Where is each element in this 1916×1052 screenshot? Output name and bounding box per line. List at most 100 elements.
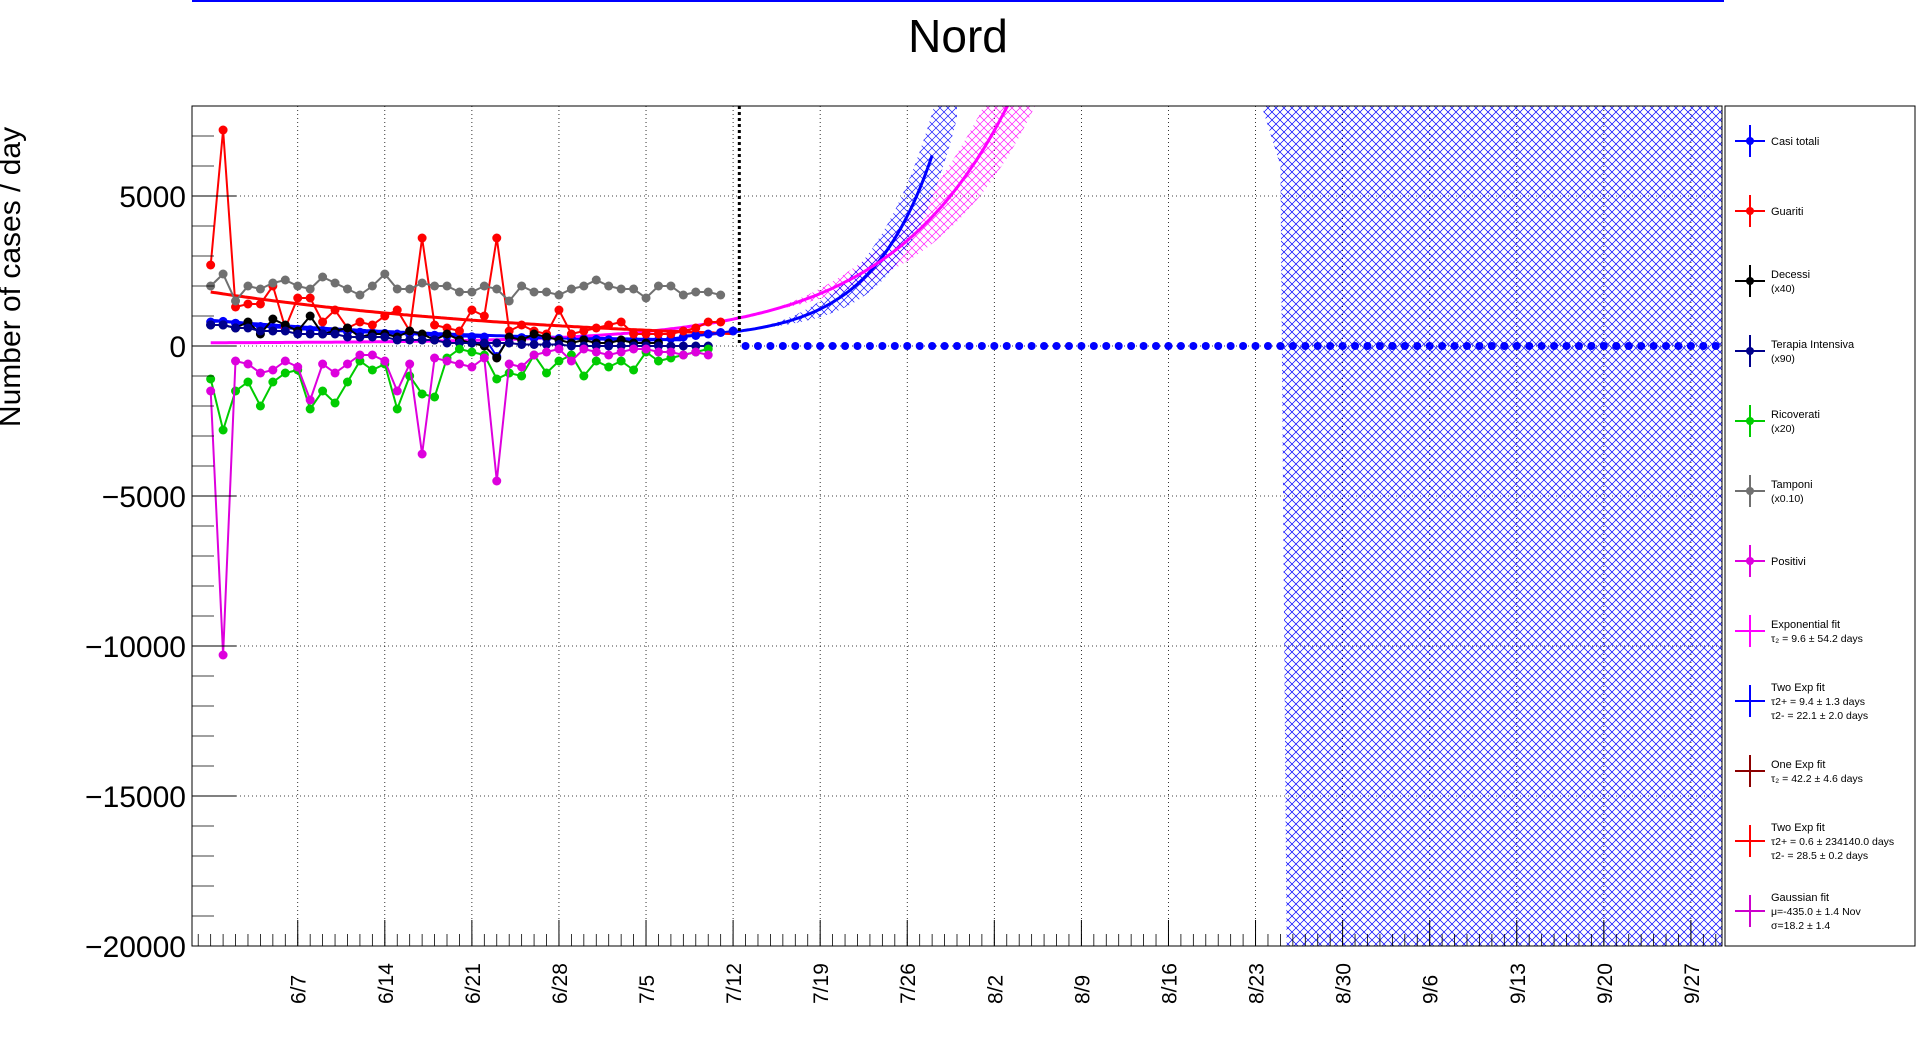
projection-point: [1574, 342, 1583, 350]
series-point: [616, 356, 626, 366]
x-tick-label: 8/30: [1333, 963, 1356, 1004]
series-point: [579, 344, 589, 354]
x-tick-label: 6/7: [288, 975, 311, 1004]
projection-point: [940, 342, 949, 350]
legend-marker: [1746, 417, 1754, 425]
series-point: [405, 326, 415, 336]
series-point: [604, 362, 614, 372]
legend-sublabel: τ2- = 22.1 ± 2.0 days: [1771, 710, 1868, 722]
projection-point: [1637, 342, 1646, 350]
series-point: [255, 368, 265, 378]
projection-point: [1711, 342, 1720, 350]
series-point: [231, 323, 241, 333]
legend-marker: [1746, 277, 1754, 285]
series-point: [392, 284, 402, 294]
projection-point: [903, 342, 912, 350]
series-point: [641, 344, 651, 354]
two-exp-fit-band: [733, 106, 957, 332]
legend-sublabel: τ₂ = 9.6 ± 54.2 days: [1771, 633, 1863, 645]
y-tick-label: −5000: [102, 481, 186, 514]
series-point: [641, 329, 651, 339]
series-point: [293, 293, 303, 303]
series-point: [529, 350, 539, 360]
projection-point: [1064, 342, 1073, 350]
legend-sublabel: τ2+ = 0.6 ± 234140.0 days: [1771, 836, 1894, 848]
series-point: [566, 284, 576, 294]
series-point: [417, 449, 427, 459]
projection-point: [1164, 342, 1173, 350]
series-point: [554, 305, 564, 315]
legend-marker: [1746, 487, 1754, 495]
projection-point: [1263, 342, 1272, 350]
series-point: [392, 386, 402, 396]
series-point: [305, 404, 315, 414]
projection-point: [1239, 342, 1248, 350]
projection-point: [1015, 342, 1024, 350]
projection-point: [1326, 342, 1335, 350]
projection-point: [865, 342, 874, 350]
series-point: [231, 386, 241, 396]
projection-point: [1500, 342, 1509, 350]
legend-entry: Exponential fit τ₂ = 9.6 ± 54.2 days: [1735, 615, 1863, 647]
projection-point: [1089, 342, 1098, 350]
series-point: [517, 340, 527, 349]
projection-point: [1251, 342, 1260, 350]
series-point: [467, 332, 477, 342]
series-point: [305, 395, 315, 405]
projection-point: [816, 342, 825, 350]
series-point: [243, 323, 253, 333]
exponential-fit-band: [733, 106, 1036, 320]
legend-label: Guariti: [1771, 206, 1803, 218]
legend-entry: Decessi (x40): [1735, 265, 1810, 297]
y-tick-label: −20000: [85, 931, 186, 964]
series-point: [330, 278, 340, 288]
series-point: [467, 305, 477, 315]
series-point: [629, 284, 639, 294]
series-point: [641, 293, 651, 303]
series-point: [691, 287, 701, 297]
series-point: [442, 338, 452, 348]
series-point: [467, 347, 477, 357]
series-point: [243, 281, 253, 291]
projection-point: [1201, 342, 1210, 350]
projection-point: [1102, 342, 1111, 350]
series-point: [305, 293, 315, 303]
series-point: [367, 332, 377, 342]
x-tick-label: 8/23: [1246, 963, 1269, 1004]
series-point: [716, 290, 726, 300]
series-point: [305, 284, 315, 294]
legend-sublabel: (x90): [1771, 353, 1795, 365]
projection-point: [1463, 342, 1471, 350]
series-point: [442, 329, 452, 339]
series-point: [616, 284, 626, 294]
legend-entry: Guariti: [1735, 195, 1803, 227]
series-point: [318, 317, 328, 327]
series-point: [591, 347, 601, 357]
projection-point: [1612, 342, 1621, 350]
series-point: [255, 326, 265, 336]
series-point: [367, 350, 377, 360]
series-point: [305, 329, 315, 339]
series-point: [430, 320, 440, 330]
series-point: [517, 362, 527, 372]
legend-marker: [1746, 557, 1754, 565]
series-point: [430, 353, 440, 363]
series-point: [492, 353, 502, 363]
y-axis-label: Number of cases / day: [0, 127, 27, 427]
series-point: [268, 314, 278, 324]
series-point: [454, 359, 464, 369]
series-point: [691, 347, 701, 357]
series-point: [716, 328, 726, 337]
projection-point: [1375, 342, 1384, 350]
series-point: [293, 281, 303, 291]
projection-point: [1537, 342, 1546, 350]
series-point: [318, 272, 328, 282]
series-point: [678, 326, 688, 336]
series-point: [542, 332, 552, 342]
projection-point: [753, 342, 762, 350]
series-point: [243, 299, 253, 309]
series-point: [479, 353, 489, 363]
projection-point: [1425, 342, 1434, 350]
legend-entry: Terapia Intensiva (x90): [1735, 335, 1855, 367]
series-point: [716, 317, 726, 327]
